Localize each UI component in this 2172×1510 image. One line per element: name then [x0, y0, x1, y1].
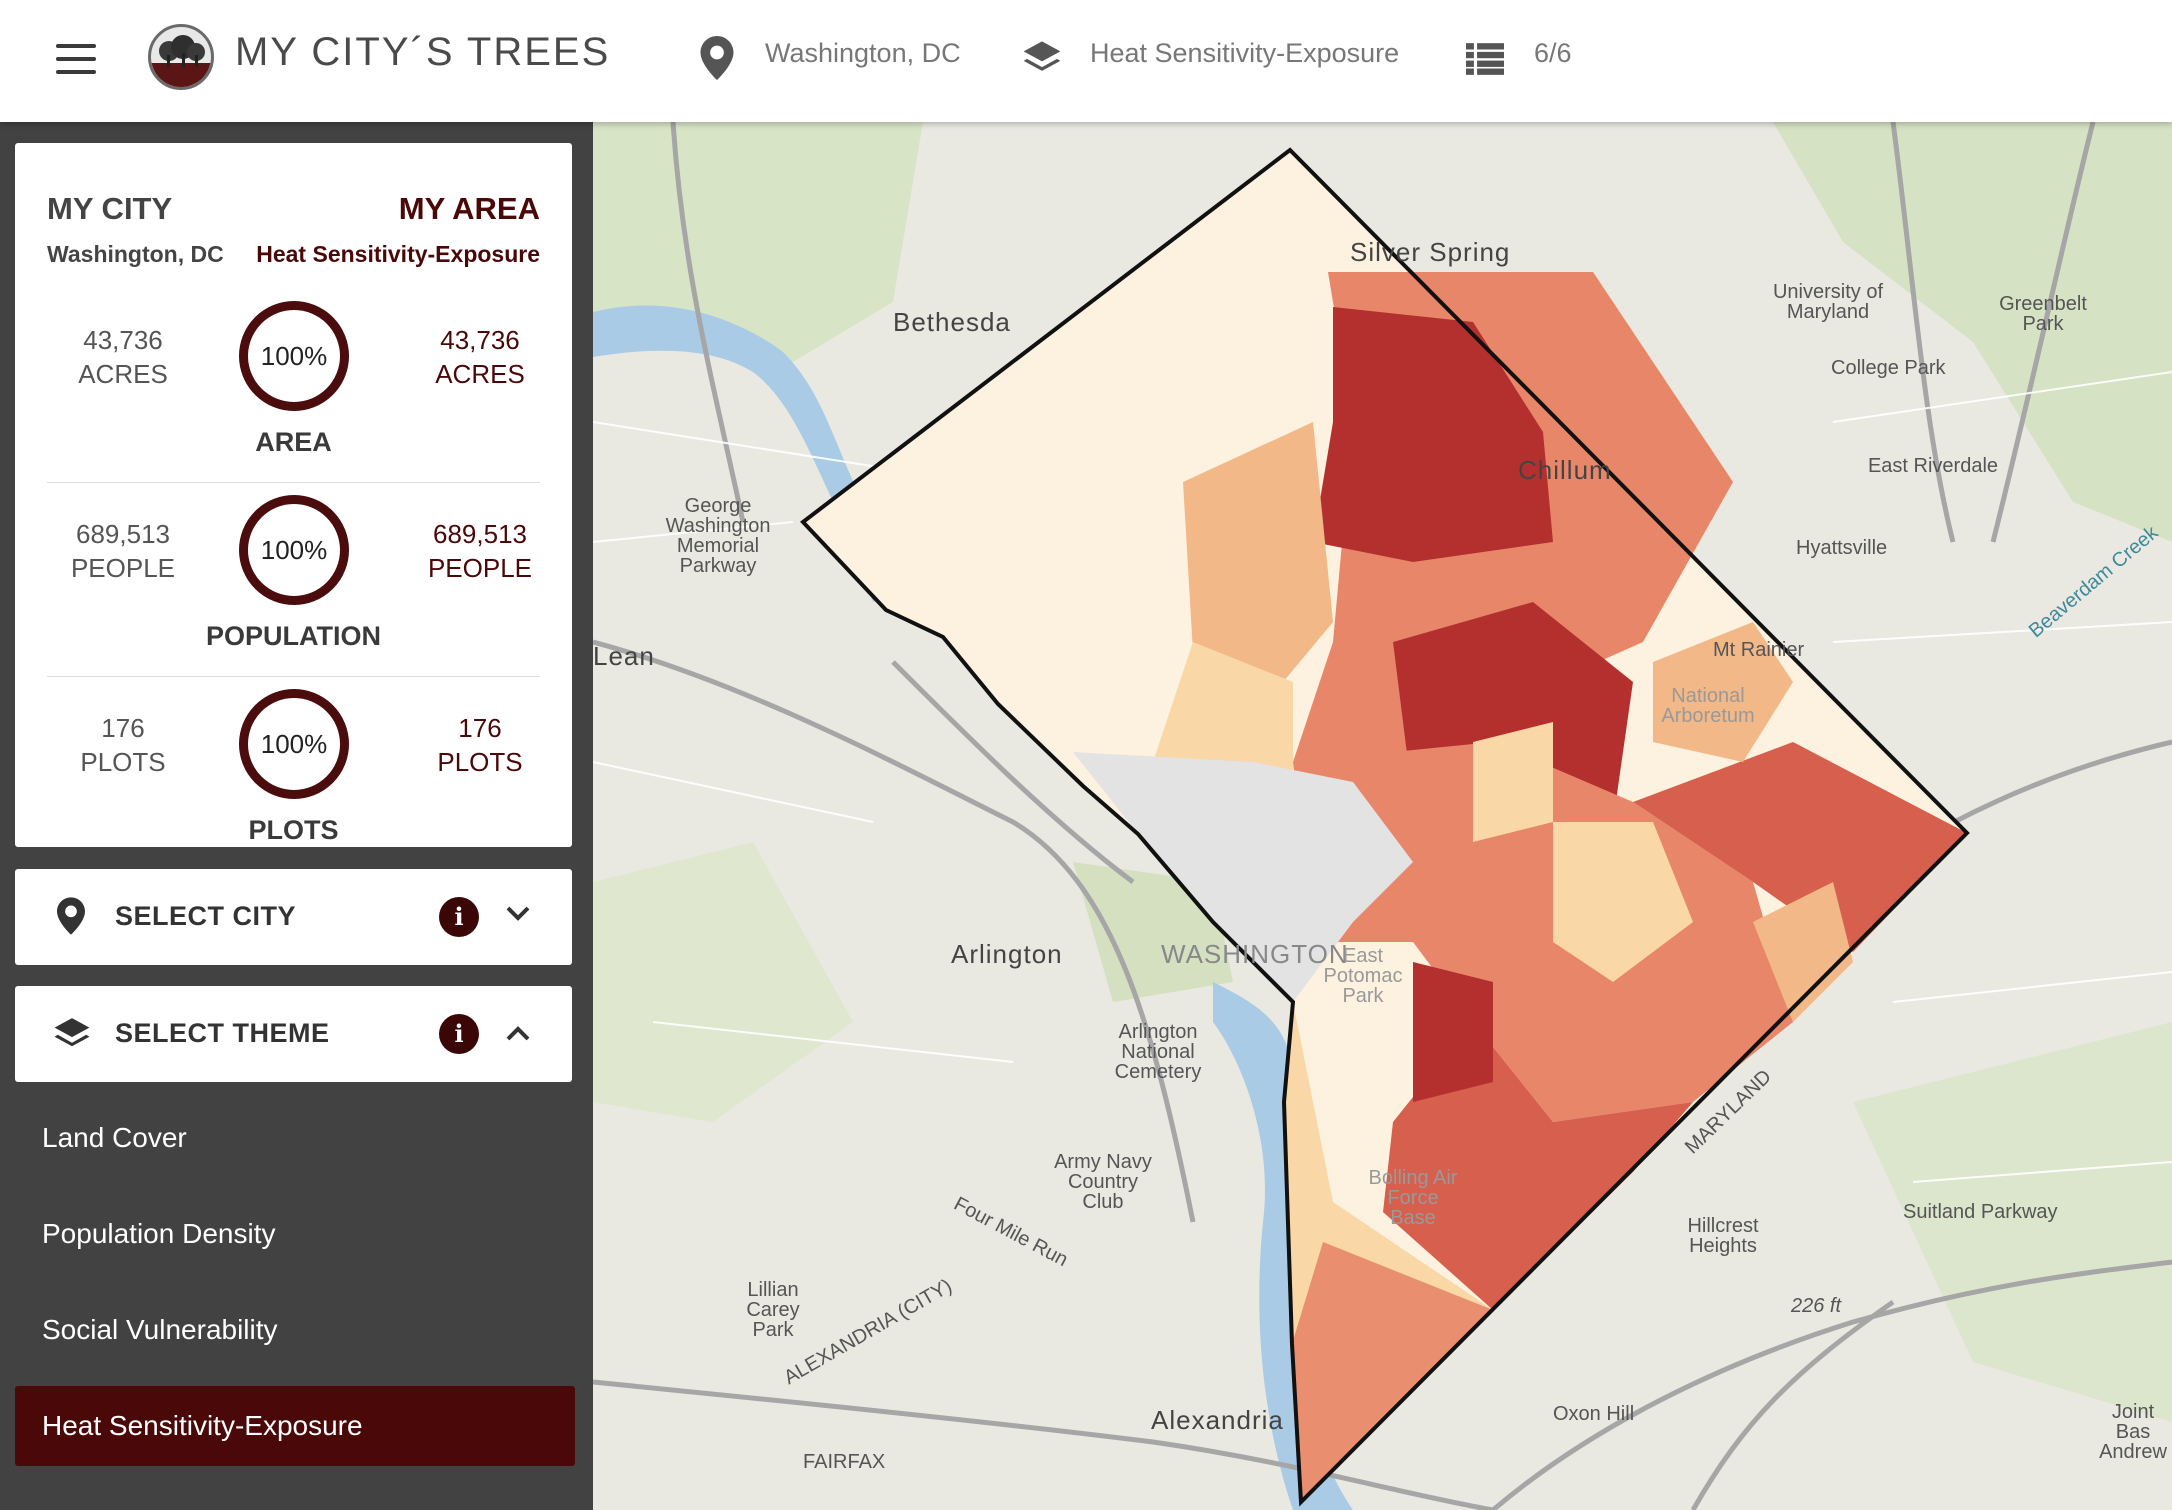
list-icon — [1466, 43, 1504, 75]
location-pin-icon — [700, 36, 734, 80]
map-label-arlington-cemetery: Arlington National Cemetery — [1114, 1021, 1202, 1083]
map-label-silver-spring: Silver Spring — [1350, 237, 1511, 267]
map-label-fairfax: FAIRFAX — [803, 1451, 886, 1473]
dc-choropleth — [803, 150, 1967, 1502]
header-theme[interactable]: Heat Sensitivity-Exposure — [1090, 38, 1400, 68]
map-label-mclean: Lean — [593, 641, 655, 671]
map-label-elevation: 226 ft — [1791, 1295, 1842, 1317]
chevron-down-icon[interactable] — [505, 905, 531, 923]
my-area-plots-unit: PLOTS — [437, 747, 523, 777]
my-area-area-value: 43,736 — [440, 325, 520, 355]
select-theme-panel[interactable]: SELECT THEME i — [15, 986, 572, 1082]
my-city-heading: MY CITY — [47, 191, 173, 226]
location-pin-icon — [57, 897, 85, 935]
select-city-label: SELECT CITY — [115, 901, 297, 931]
city-plots-unit: PLOTS — [80, 747, 166, 777]
map-label-greenbelt-park: Greenbelt Park — [1999, 293, 2087, 335]
my-area-area-unit: ACRES — [435, 359, 525, 389]
map-label-gw-parkway: George Washington Memorial Parkway — [665, 495, 771, 577]
map-label-lillian-carey: Lillian Carey Park — [746, 1279, 800, 1341]
map-label-oxon-hill: Oxon Hill — [1553, 1403, 1635, 1425]
stat-row-area: 43,736 ACRES 100% 43,736 ACRES AREA — [15, 301, 572, 495]
sidebar: MY CITY Washington, DC MY AREA Heat Sens… — [0, 122, 593, 1510]
header-city[interactable]: Washington, DC — [765, 38, 961, 68]
divider — [47, 676, 540, 677]
map-label-university-of-maryland: University of Maryland — [1772, 281, 1884, 323]
map-label-east-potomac: East Potomac Park — [1323, 945, 1403, 1007]
theme-item-social-vulnerability[interactable]: Social Vulnerability — [42, 1314, 278, 1345]
city-population-unit: PEOPLE — [70, 553, 176, 583]
map-label-bolling: Bolling Air Force Base — [1368, 1167, 1458, 1229]
my-area-heading: MY AREA — [398, 191, 540, 226]
city-population-value: 689,513 — [76, 519, 170, 549]
area-label: AREA — [255, 427, 332, 457]
city-area-unit: ACRES — [78, 359, 168, 389]
theme-item-population-density[interactable]: Population Density — [42, 1218, 276, 1249]
city-plots-value: 176 — [101, 713, 145, 743]
area-percent: 100% — [260, 340, 328, 371]
chevron-up-icon[interactable] — [505, 1024, 531, 1042]
app-header: MY CITY´S TREES Washington, DC Heat Sens… — [0, 0, 2172, 122]
layers-icon — [1023, 41, 1061, 71]
map-label-college-park: College Park — [1831, 357, 1946, 379]
plots-percent-ring: 100% — [239, 689, 349, 799]
my-area-population-unit: PEOPLE — [427, 553, 533, 583]
select-city-panel[interactable]: SELECT CITY i — [15, 869, 572, 965]
map-label-army-navy: Army Navy Country Club — [1054, 1151, 1152, 1213]
info-icon[interactable]: i — [439, 897, 479, 937]
map-label-washington: WASHINGTON — [1161, 939, 1349, 969]
map-label-hyattsville: Hyattsville — [1796, 537, 1888, 559]
basemap — [593, 122, 2172, 1510]
stat-row-plots: 176 PLOTS 100% 176 PLOTS PLOTS — [15, 689, 572, 883]
map-label-bethesda: Bethesda — [893, 307, 1011, 337]
my-area-population-value: 689,513 — [433, 519, 527, 549]
stat-row-population: 689,513 PEOPLE 100% 689,513 PEOPLE POPUL… — [15, 495, 572, 689]
map-label-mt-rainier: Mt Rainier — [1713, 639, 1805, 661]
theme-item-heat-sensitivity[interactable]: Heat Sensitivity-Exposure — [15, 1386, 575, 1466]
population-percent-ring: 100% — [239, 495, 349, 605]
city-area-value: 43,736 — [83, 325, 163, 355]
layer-count[interactable]: 6/6 — [1534, 38, 1572, 68]
theme-item-land-cover[interactable]: Land Cover — [42, 1122, 187, 1153]
population-label: POPULATION — [206, 621, 381, 651]
area-percent-ring: 100% — [239, 301, 349, 411]
map-label-suitland: Suitland Parkway — [1903, 1201, 2058, 1223]
my-area-plots-value: 176 — [458, 713, 502, 743]
my-area-name: Heat Sensitivity-Exposure — [256, 241, 540, 267]
map-label-chillum: Chillum — [1518, 455, 1612, 485]
map-label-arlington: Arlington — [951, 939, 1063, 969]
select-theme-label: SELECT THEME — [115, 1018, 330, 1048]
city-trees-logo — [148, 24, 214, 90]
divider — [47, 482, 540, 483]
population-percent: 100% — [260, 534, 328, 565]
map-view[interactable]: Silver Spring Bethesda University of Mar… — [593, 122, 2172, 1510]
plots-label: PLOTS — [248, 815, 339, 845]
plots-percent: 100% — [260, 728, 328, 759]
info-icon[interactable]: i — [439, 1014, 479, 1054]
map-label-national-arboretum: National Arboretum — [1661, 685, 1755, 727]
map-label-hillcrest: Hillcrest Heights — [1687, 1215, 1759, 1257]
map-label-alexandria: Alexandria — [1151, 1405, 1284, 1435]
map-label-joint-base: Joint Bas Andrew — [2099, 1401, 2167, 1463]
layers-icon — [54, 1018, 90, 1047]
map-label-east-riverdale: East Riverdale — [1867, 455, 1999, 477]
my-city-name: Washington, DC — [47, 241, 224, 267]
stats-card: MY CITY Washington, DC MY AREA Heat Sens… — [15, 143, 572, 847]
hamburger-menu-icon[interactable] — [56, 44, 100, 74]
app-title: MY CITY´S TREES — [235, 30, 611, 74]
